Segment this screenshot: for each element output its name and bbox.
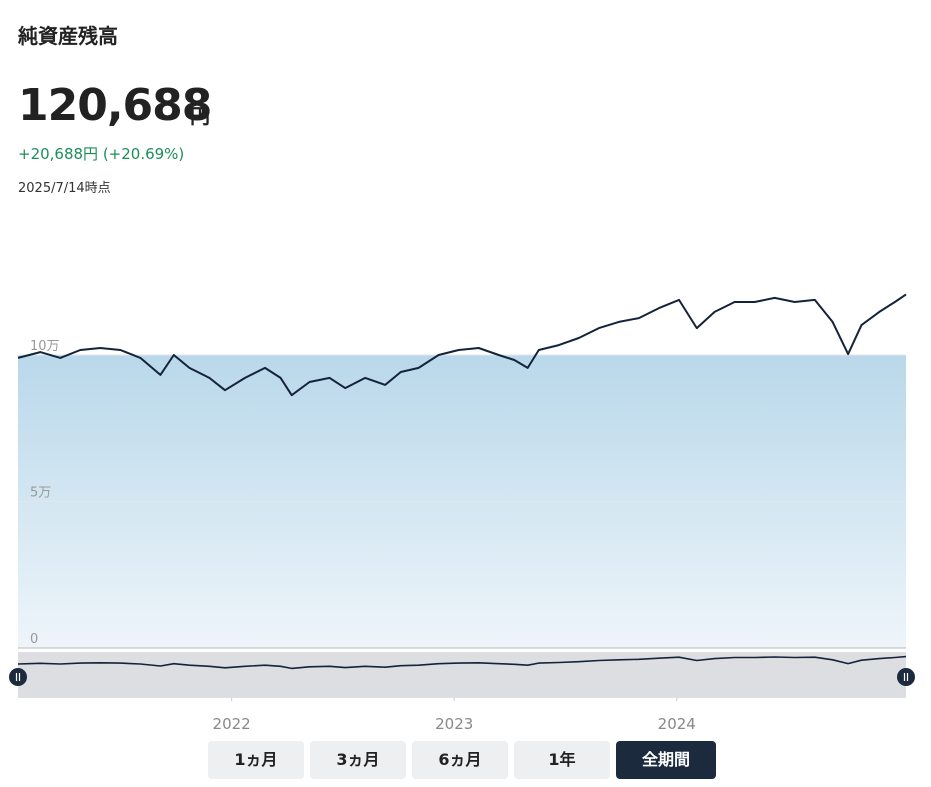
- y-tick-label: 10万: [30, 339, 60, 354]
- change: +20,688円 (+20.69%): [18, 145, 185, 163]
- x-tick-label: 2024: [658, 715, 696, 733]
- range-button[interactable]: 6ヵ月: [412, 741, 508, 779]
- unit: 円: [190, 104, 210, 128]
- range-button[interactable]: 3ヵ月: [310, 741, 406, 779]
- balance: 120,688: [18, 80, 212, 131]
- range-button[interactable]: 全期間: [616, 741, 716, 779]
- range-button[interactable]: 1ヵ月: [208, 741, 304, 779]
- series-line: [17, 293, 907, 397]
- range-button[interactable]: 1年: [514, 741, 610, 779]
- x-tick-label: 2022: [213, 715, 251, 733]
- chart: 0 5万 10万 2022 2023 2024: [9, 293, 915, 733]
- range-buttons: 1ヵ月 3ヵ月 6ヵ月 1年 全期間: [208, 741, 716, 779]
- date: 2025/7/14時点: [18, 181, 111, 196]
- y-tick-label: 0: [30, 632, 38, 647]
- navigator-handle: [897, 668, 915, 686]
- navigator-handle: [9, 668, 27, 686]
- navigator: [18, 652, 906, 698]
- navigator-line: [17, 655, 907, 670]
- x-tick-label: 2023: [435, 715, 473, 733]
- title: 純資産残高: [18, 24, 118, 48]
- y-tick-label: 5万: [30, 486, 51, 501]
